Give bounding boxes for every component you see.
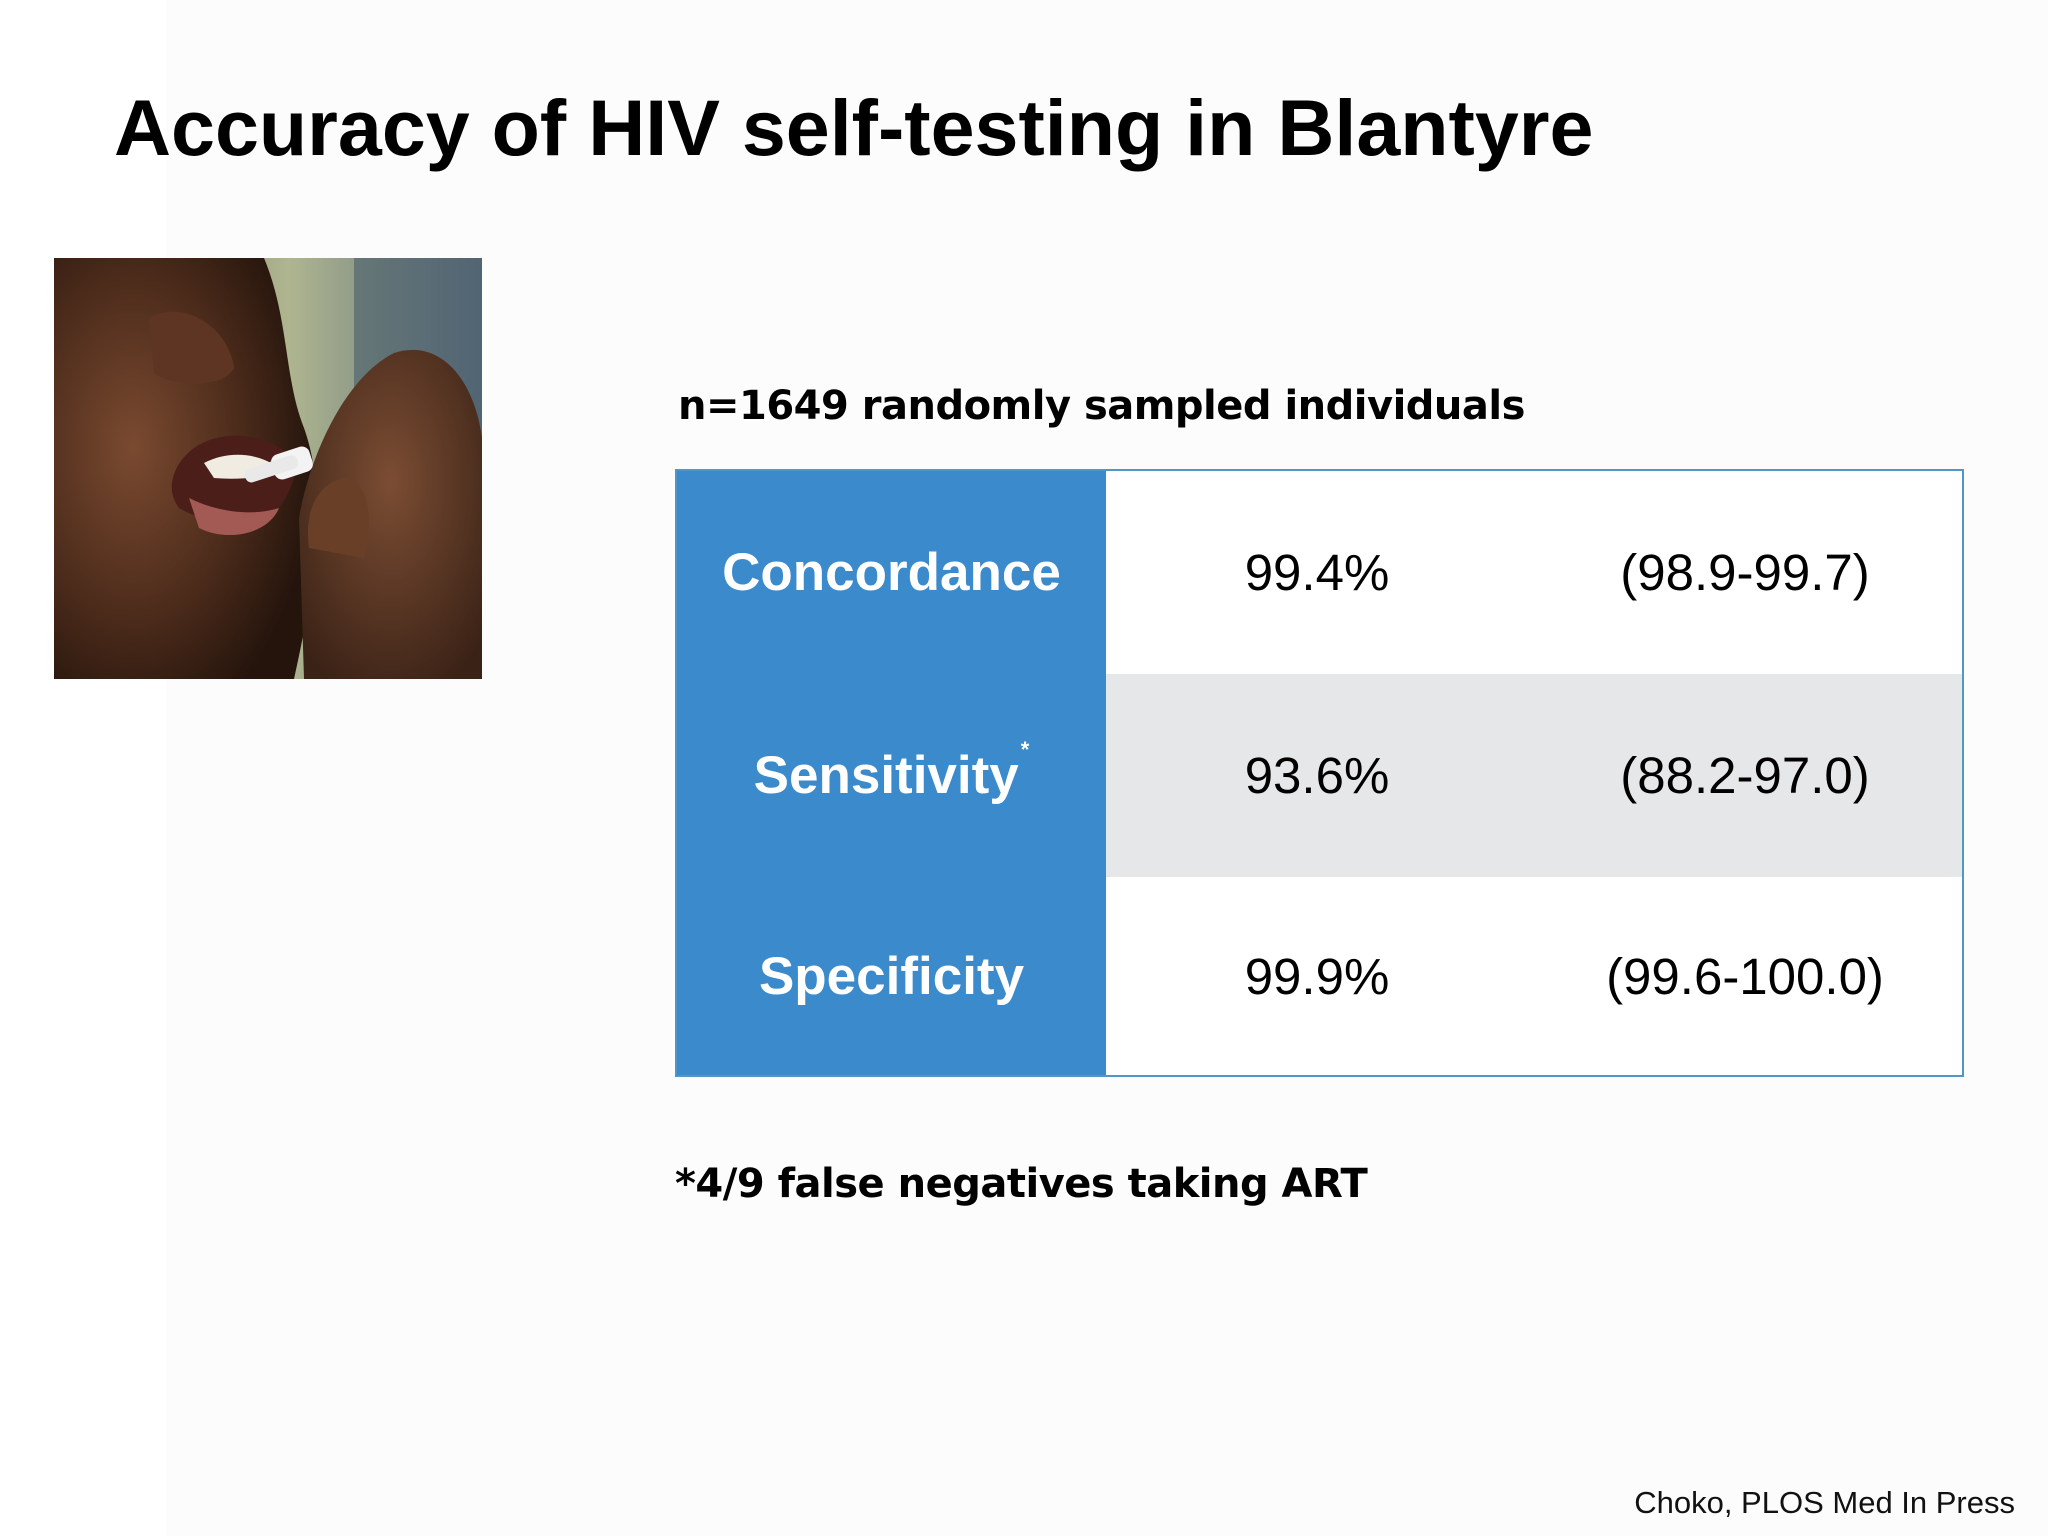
- footnote-marker: *: [1020, 736, 1030, 762]
- row-value: 99.4%: [1244, 544, 1390, 601]
- row-label-text: Concordance: [722, 543, 1061, 602]
- citation: Choko, PLOS Med In Press: [1634, 1485, 2015, 1520]
- row-value: 99.9%: [1244, 947, 1390, 1005]
- footnote: *4/9 false negatives taking ART: [675, 1161, 1368, 1207]
- row-confidence-interval: (99.6-100.0): [1606, 947, 1884, 1005]
- table-row: Sensitivity * 93.6% (88.2-97.0): [677, 674, 1962, 877]
- sample-size-note: n=1649 randomly sampled individuals: [678, 383, 1525, 429]
- row-label: Concordance: [677, 471, 1106, 674]
- row-label: Sensitivity *: [677, 674, 1106, 877]
- slide-title: Accuracy of HIV self-testing in Blantyre: [114, 83, 1594, 172]
- row-value: 93.6%: [1244, 747, 1390, 804]
- oral-swab-photo: [54, 258, 482, 679]
- row-label-text: Specificity: [758, 946, 1025, 1006]
- table-row: Concordance 99.4% (98.9-99.7): [677, 471, 1962, 674]
- accuracy-results-table: Concordance 99.4% (98.9-99.7) Sensitivit…: [675, 469, 1964, 1077]
- row-label: Specificity: [677, 877, 1106, 1075]
- table-row: Specificity 99.9% (99.6-100.0): [677, 877, 1962, 1075]
- row-confidence-interval: (88.2-97.0): [1620, 747, 1870, 804]
- row-confidence-interval: (98.9-99.7): [1620, 544, 1870, 601]
- row-label-text: Sensitivity: [753, 746, 1019, 805]
- slide-left-margin: [0, 0, 166, 1536]
